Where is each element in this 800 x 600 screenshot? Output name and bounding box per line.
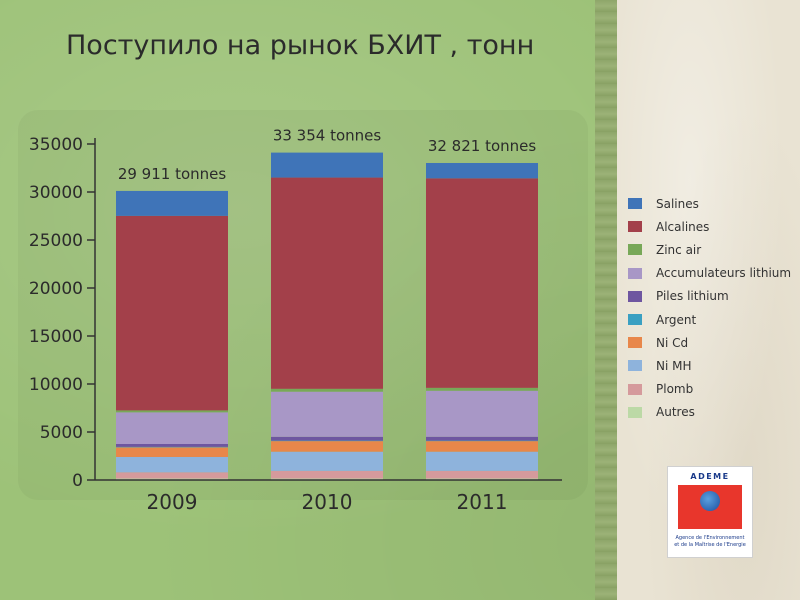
bar-segment-ni-cd-2011 — [426, 441, 538, 452]
bar-segment-ni-cd-2009 — [116, 447, 228, 457]
bar-segment-alcalines-2011 — [426, 178, 538, 388]
logo-wordmark: ADEME — [690, 472, 730, 481]
legend-label: Argent — [656, 312, 697, 327]
y-tick-label: 20000 — [29, 279, 83, 299]
y-tick-label: 0 — [72, 471, 83, 491]
bar-segment-zinc-air-2009 — [116, 410, 228, 413]
bar-segment-plomb-2010 — [271, 470, 383, 479]
legend-swatch — [628, 244, 642, 256]
bar-segment-accumulateurs-lithium-2009 — [116, 412, 228, 444]
legend-item: Ni MH — [628, 354, 798, 377]
bar-segment-piles-lithium-2011 — [426, 436, 538, 441]
y-tick-label: 35000 — [29, 135, 83, 155]
legend-swatch — [628, 383, 642, 395]
bar-segment-ni-mh-2009 — [116, 456, 228, 473]
legend-item: Salines — [628, 192, 798, 215]
x-tick-label: 2010 — [302, 490, 353, 514]
ademe-logo: ADEME Agence de l'Environnement et de la… — [667, 466, 753, 558]
bar-total-label: 33 354 tonnes — [273, 127, 382, 145]
legend-swatch — [628, 198, 642, 210]
bar-segment-ni-cd-2010 — [271, 441, 383, 452]
decorative-strip — [595, 0, 617, 600]
logo-flag — [678, 485, 742, 529]
bar-segment-salines-2011 — [426, 162, 538, 179]
bar-segment-alcalines-2009 — [116, 215, 228, 411]
y-tick-label: 15000 — [29, 327, 83, 347]
legend-swatch — [628, 406, 642, 418]
legend-swatch — [628, 314, 642, 326]
bar-segment-salines-2009 — [116, 190, 228, 216]
legend-swatch — [628, 290, 642, 302]
legend-item: Alcalines — [628, 215, 798, 238]
y-tick-label: 10000 — [29, 375, 83, 395]
bar-segment-ni-mh-2010 — [271, 451, 383, 471]
logo-caption-line2: et de la Maîtrise de l'Energie — [674, 542, 746, 548]
bar-segment-piles-lithium-2010 — [271, 436, 383, 441]
legend-item: Argent — [628, 308, 798, 331]
bar-total-label: 32 821 tonnes — [428, 137, 537, 155]
legend-item: Zinc air — [628, 238, 798, 261]
slide-title: Поступило на рынок БХИТ , тонн — [66, 30, 535, 61]
logo-caption-line1: Agence de l'Environnement — [675, 535, 745, 541]
bar-segment-alcalines-2010 — [271, 177, 383, 389]
y-axis: 35000 30000 25000 20000 15000 10000 5000 0 — [29, 135, 96, 491]
legend-item: Autres — [628, 401, 798, 424]
bar-segment-accumulateurs-lithium-2010 — [271, 391, 383, 437]
bar-segment-zinc-air-2010 — [271, 388, 383, 392]
legend-swatch — [628, 221, 642, 233]
legend-item: Piles lithium — [628, 285, 798, 308]
legend-swatch — [628, 337, 642, 349]
legend-item: Plomb — [628, 378, 798, 401]
legend-label: Piles lithium — [656, 289, 729, 304]
y-tick-label: 25000 — [29, 231, 83, 251]
x-axis: 2009 2010 2011 — [95, 479, 562, 514]
bar-segment-salines-2010 — [271, 152, 383, 178]
legend-label: Zinc air — [656, 242, 702, 257]
legend: Salines Alcalines Zinc air Accumulateurs li… — [628, 192, 798, 424]
legend-item: Ni Cd — [628, 331, 798, 354]
x-tick-label: 2011 — [457, 490, 508, 514]
logo-caption: Agence de l'Environnement et de la Maîtr… — [670, 535, 750, 549]
legend-label: Plomb — [656, 382, 694, 397]
x-tick-label: 2009 — [147, 490, 198, 514]
legend-item: Accumulateurs lithium — [628, 262, 798, 285]
stacked-bar-chart: 35000 30000 25000 20000 15000 10000 5000 0 2009… — [29, 127, 562, 514]
legend-label: Autres — [656, 405, 695, 420]
legend-label: Salines — [656, 196, 699, 211]
legend-label: Alcalines — [656, 219, 710, 234]
legend-swatch — [628, 360, 642, 372]
legend-label: Ni MH — [656, 358, 692, 373]
bar-segment-plomb-2009 — [116, 472, 228, 479]
bar-segment-zinc-air-2011 — [426, 387, 538, 391]
bar-segment-plomb-2011 — [426, 470, 538, 479]
y-tick-label: 5000 — [40, 423, 83, 443]
legend-label: Accumulateurs lithium — [656, 266, 792, 281]
total-labels: 29 911 tonnes 33 354 tonnes 32 821 tonnes — [118, 127, 537, 183]
globe-icon — [700, 491, 720, 511]
legend-label: Ni Cd — [656, 335, 689, 350]
bar-segment-piles-lithium-2009 — [116, 444, 228, 447]
y-tick-label: 30000 — [29, 183, 83, 203]
bar-segment-ni-mh-2011 — [426, 451, 538, 471]
bar-total-label: 29 911 tonnes — [118, 165, 227, 183]
bar-segment-accumulateurs-lithium-2011 — [426, 390, 538, 437]
legend-swatch — [628, 267, 642, 279]
bars-group — [116, 152, 538, 480]
